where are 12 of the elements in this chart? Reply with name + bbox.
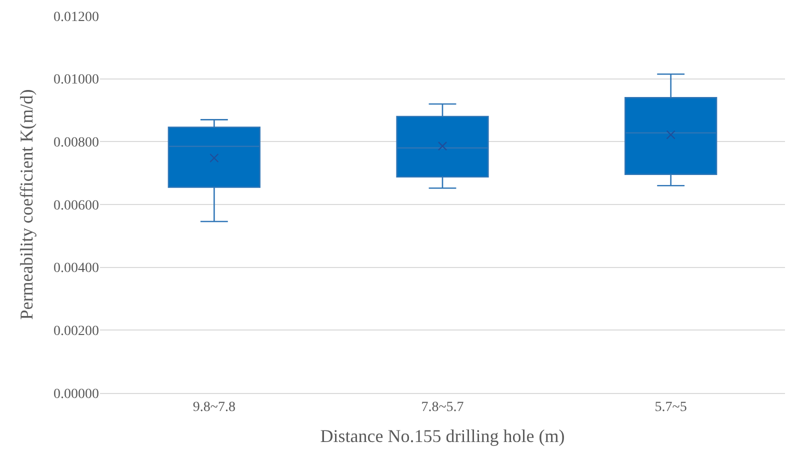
x-tick-label: 9.8~7.8 bbox=[192, 400, 236, 415]
x-axis-title: Distance No.155 drilling hole (m) bbox=[320, 426, 565, 446]
y-tick-label: 0.00400 bbox=[54, 261, 99, 276]
y-tick-label: 0.00800 bbox=[54, 136, 99, 151]
y-tick-label: 0.00600 bbox=[54, 198, 99, 214]
x-tick-label: 5.7~5 bbox=[654, 400, 687, 415]
y-tick-label: 0.00200 bbox=[54, 324, 99, 340]
x-tick-label: 7.8~5.7 bbox=[421, 400, 464, 415]
y-tick-label: 0.01200 bbox=[54, 10, 99, 25]
y-tick-label: 0.00000 bbox=[54, 386, 99, 402]
y-axis-title: Permeability coefficient K(m/d) bbox=[16, 89, 37, 320]
y-tick-label: 0.01000 bbox=[54, 72, 99, 88]
